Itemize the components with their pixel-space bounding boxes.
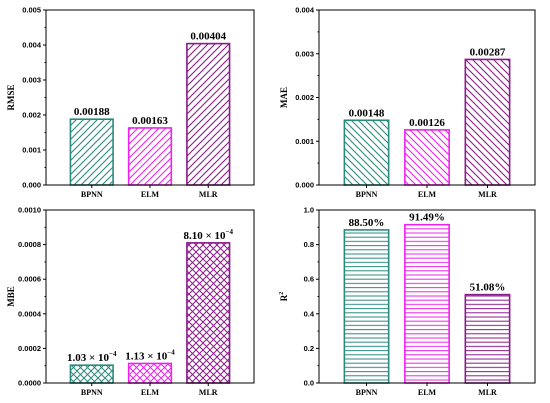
- ytick-label-mbe-1: 0.0002: [18, 344, 41, 353]
- category-label-mbe-bpnn: BPNN: [81, 388, 103, 397]
- category-label-mae-elm: ELM: [418, 190, 437, 199]
- category-label-mbe-elm: ELM: [141, 388, 160, 397]
- ytick-label-mbe-4: 0.0008: [18, 240, 41, 249]
- data-label-mae-mlr: 0.00287: [470, 46, 506, 58]
- chart-panel-mbe: 1.03 × 10−4 BPNN 1.13 × 10−4 ELM 8.10 × 10−4…: [6, 206, 255, 397]
- ytick-label-mae-2: 0.002: [295, 93, 314, 102]
- bar-mbe-mlr: [186, 242, 231, 384]
- data-label-r2-bpnn: 88.50%: [349, 217, 385, 229]
- ytick-label-r2-4: 0.8: [304, 240, 314, 249]
- bar-r2-mlr: [464, 293, 511, 384]
- chart-panel-r2: 88.50% BPNN 91.49% ELM 51.08% MLR 0.0 0.2 0.4 0.6…: [279, 206, 536, 397]
- bar-mbe-bpnn: [69, 364, 114, 384]
- category-label-r2-mlr: MLR: [478, 388, 497, 397]
- chart-panel-rmse: 0.00188 BPNN 0.00163 ELM 0.00404 MLR 0.000 0.00…: [6, 6, 255, 199]
- data-label-rmse-mlr: 0.00404: [190, 31, 226, 43]
- ytick-label-mbe-5: 0.0010: [18, 206, 41, 215]
- bar-mae-bpnn: [343, 119, 390, 186]
- ytick-label-rmse-4: 0.004: [22, 41, 42, 50]
- ytick-label-mbe-2: 0.0004: [18, 309, 42, 318]
- ytick-label-r2-3: 0.6: [304, 275, 314, 284]
- ylabel-mae: MAE: [279, 87, 289, 108]
- ytick-label-rmse-2: 0.002: [22, 111, 41, 120]
- ytick-label-mbe-3: 0.0006: [18, 275, 41, 284]
- ylabel-rmse: RMSE: [6, 84, 16, 110]
- bar-mae-elm: [404, 129, 450, 186]
- data-label-rmse-bpnn: 0.00188: [74, 106, 110, 118]
- bar-rmse-mlr: [186, 42, 231, 186]
- data-label-rmse-elm: 0.00163: [132, 115, 168, 127]
- category-label-mae-bpnn: BPNN: [356, 190, 378, 199]
- category-label-mae-mlr: MLR: [478, 190, 497, 199]
- ytick-label-r2-1: 0.2: [304, 344, 314, 353]
- bar-rmse-bpnn: [69, 118, 114, 186]
- ytick-label-mbe-0: 0.0000: [18, 379, 41, 388]
- bar-r2-elm: [404, 223, 450, 384]
- ytick-label-rmse-0: 0.000: [22, 181, 41, 190]
- data-label-r2-mlr: 51.08%: [470, 282, 506, 294]
- ytick-label-r2-5: 1.0: [304, 206, 314, 215]
- data-label-mbe-elm: 1.13 × 10−4: [125, 348, 175, 362]
- category-label-r2-elm: ELM: [418, 388, 437, 397]
- data-label-mae-elm: 0.00126: [409, 117, 445, 129]
- ytick-label-mae-4: 0.004: [295, 6, 315, 15]
- category-label-mbe-mlr: MLR: [199, 388, 218, 397]
- category-label-rmse-bpnn: BPNN: [81, 190, 103, 199]
- ytick-label-rmse-5: 0.005: [22, 6, 41, 15]
- ytick-label-r2-0: 0.0: [304, 379, 314, 388]
- ytick-label-mae-1: 0.001: [295, 137, 314, 146]
- ytick-label-mae-0: 0.000: [295, 181, 314, 190]
- ytick-label-mae-3: 0.003: [295, 49, 314, 58]
- bar-rmse-elm: [127, 127, 173, 186]
- chart-panel-mae: 0.00148 BPNN 0.00126 ELM 0.00287 MLR 0.000 0.00…: [279, 6, 536, 199]
- ytick-label-r2-2: 0.4: [304, 309, 315, 318]
- category-label-rmse-elm: ELM: [141, 190, 160, 199]
- bar-mbe-elm: [127, 362, 173, 384]
- bar-mae-mlr: [464, 58, 511, 186]
- ytick-label-rmse-3: 0.003: [22, 76, 41, 85]
- category-label-r2-bpnn: BPNN: [356, 388, 378, 397]
- data-label-mbe-bpnn: 1.03 × 10−4: [67, 350, 117, 364]
- category-label-rmse-mlr: MLR: [199, 190, 218, 199]
- ytick-label-rmse-1: 0.001: [22, 146, 41, 155]
- ylabel-r2: R2: [279, 292, 289, 302]
- ylabel-mbe: MBE: [6, 286, 16, 307]
- data-label-r2-elm: 91.49%: [409, 212, 445, 224]
- data-label-mbe-mlr: 8.10 × 10−4: [183, 228, 233, 242]
- data-label-mae-bpnn: 0.00148: [349, 107, 385, 119]
- bar-r2-bpnn: [343, 229, 390, 384]
